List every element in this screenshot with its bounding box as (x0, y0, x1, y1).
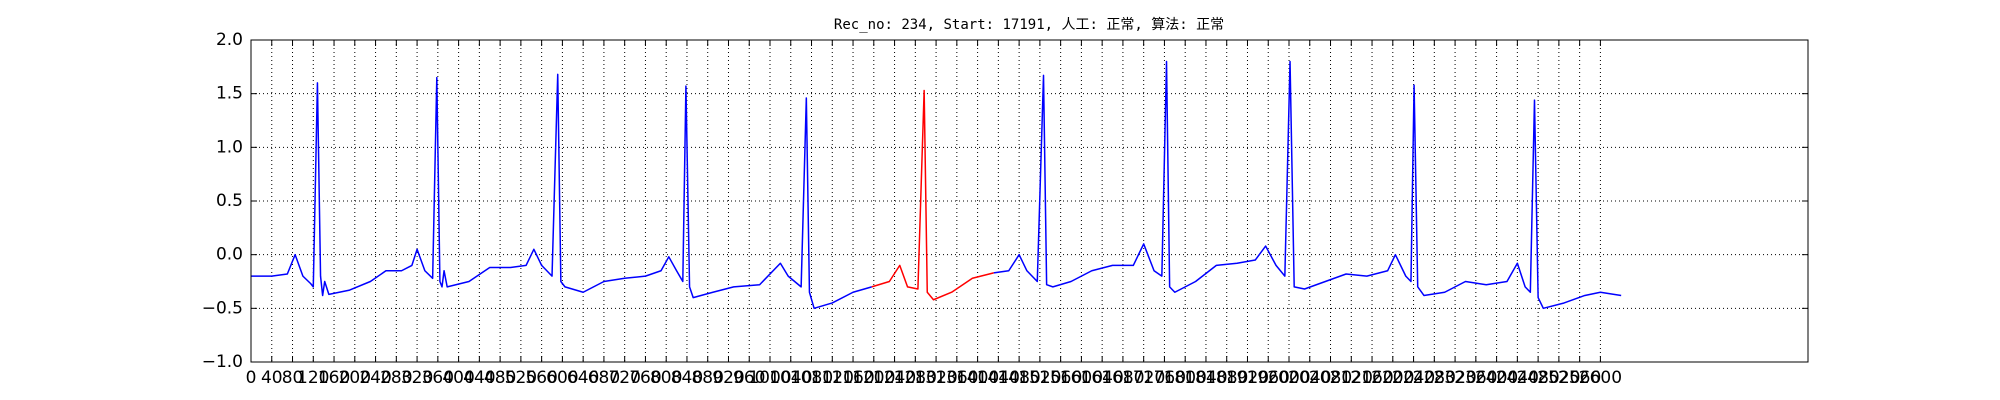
y-tick-label: 0.0 (216, 245, 243, 265)
x-tick-label: 840 (671, 368, 703, 388)
x-tick-label: 1520 (1018, 368, 1061, 388)
y-tick-label: 2.0 (216, 30, 243, 50)
x-tick-label: 1200 (852, 368, 895, 388)
y-tick-label: 1.0 (216, 137, 243, 157)
x-tick-label: 2520 (1537, 368, 1580, 388)
x-tick-label: 760 (629, 368, 661, 388)
x-tick-label: 2480 (1516, 368, 1559, 388)
x-tick-label: 2600 (1579, 368, 1622, 388)
x-tick-label: 240 (359, 368, 391, 388)
y-tick-label: −1.0 (202, 352, 243, 372)
x-tick-label: 280 (380, 368, 412, 388)
x-tick-label: 640 (567, 368, 599, 388)
x-tick-label: 1000 (748, 368, 791, 388)
y-tick-label: −0.5 (202, 298, 243, 318)
x-tick-label: 1280 (894, 368, 937, 388)
x-tick-label: 1680 (1101, 368, 1144, 388)
x-tick-label: 2120 (1330, 368, 1373, 388)
x-tick-label: 680 (588, 368, 620, 388)
x-tick-label: 360 (422, 368, 454, 388)
x-tick-label: 2360 (1454, 368, 1497, 388)
x-tick-label: 1400 (956, 368, 999, 388)
x-tick-label: 0 (246, 368, 257, 388)
x-tick-label: 520 (505, 368, 537, 388)
x-tick-label: 1880 (1205, 368, 1248, 388)
x-tick-label: 160 (318, 368, 350, 388)
x-tick-label: 2040 (1288, 368, 1331, 388)
x-tick-label: 1760 (1143, 368, 1186, 388)
x-tick-label: 1160 (831, 368, 874, 388)
x-tick-label: 1640 (1081, 368, 1124, 388)
chart-title: Rec_no: 234, Start: 17191, 人工: 正常, 算法: 正… (834, 17, 1224, 33)
x-tick-label: 1360 (935, 368, 978, 388)
x-tick-label: 2320 (1433, 368, 1476, 388)
x-tick-label: 1840 (1184, 368, 1227, 388)
x-tick-label: 2560 (1558, 368, 1601, 388)
x-tick-label: 2240 (1392, 368, 1435, 388)
x-tick-label: 40 (261, 368, 283, 388)
line-series (993, 60, 1622, 310)
x-tick-label: 2440 (1496, 368, 1539, 388)
x-tick-label: 120 (297, 368, 329, 388)
x-tick-label: 1120 (811, 368, 854, 388)
x-tick-label: 2000 (1267, 368, 1310, 388)
x-tick-label: 1080 (790, 368, 833, 388)
x-tick-label: 1800 (1164, 368, 1207, 388)
x-tick-label: 200 (339, 368, 371, 388)
x-tick-label: 600 (546, 368, 578, 388)
x-tick-label: 320 (401, 368, 433, 388)
plot-frame (250, 39, 1809, 363)
x-tick-label: 960 (733, 368, 765, 388)
x-tick-label: 880 (691, 368, 723, 388)
x-tick-label: 1040 (769, 368, 812, 388)
x-tick-label: 1480 (997, 368, 1040, 388)
x-tick-label: 1440 (977, 368, 1020, 388)
line-series (251, 73, 872, 310)
x-tick-label: 2400 (1475, 368, 1518, 388)
x-tick-label: 80 (282, 368, 304, 388)
x-tick-label: 2080 (1309, 368, 1352, 388)
x-tick-label: 1600 (1060, 368, 1103, 388)
x-tick-label: 440 (463, 368, 495, 388)
x-tick-label: 1240 (873, 368, 916, 388)
x-tick-label: 2280 (1413, 368, 1456, 388)
x-tick-label: 400 (442, 368, 474, 388)
x-tick-label: 480 (484, 368, 516, 388)
y-tick-label: 0.5 (216, 191, 243, 211)
x-tick-label: 1320 (914, 368, 957, 388)
x-tick-label: 1560 (1039, 368, 1082, 388)
x-tick-label: 920 (712, 368, 744, 388)
line-series (871, 89, 994, 301)
x-tick-label: 2160 (1350, 368, 1393, 388)
y-tick-label: 1.5 (216, 84, 243, 104)
x-tick-label: 1960 (1247, 368, 1290, 388)
x-tick-label: 1920 (1226, 368, 1269, 388)
x-tick-label: 2200 (1371, 368, 1414, 388)
x-tick-label: 800 (650, 368, 682, 388)
x-tick-label: 1720 (1122, 368, 1165, 388)
x-tick-label: 720 (608, 368, 640, 388)
x-tick-label: 560 (525, 368, 557, 388)
